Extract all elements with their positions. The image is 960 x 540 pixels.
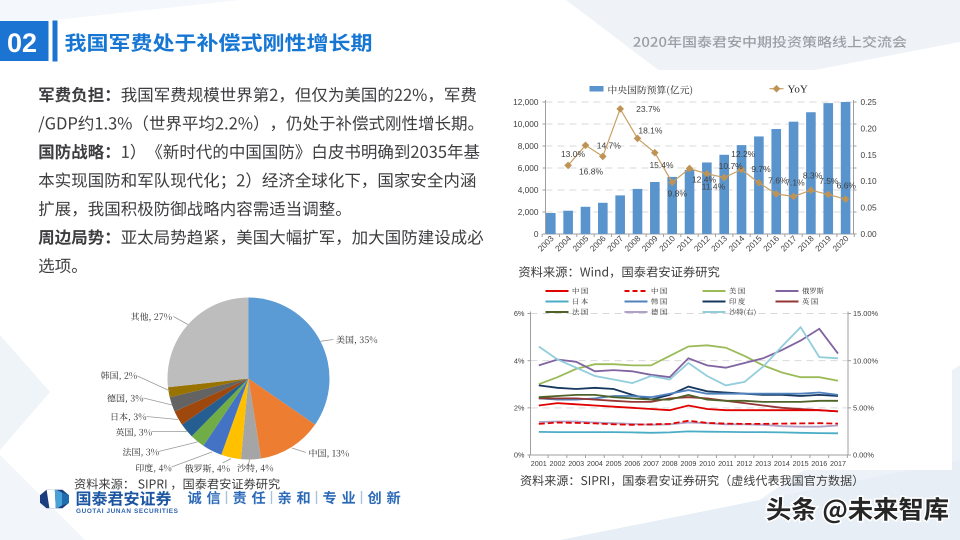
svg-text:10.7%: 10.7% [719,161,744,171]
svg-text:10,000: 10,000 [513,119,539,129]
svg-text:2004: 2004 [587,459,603,468]
svg-text:2014: 2014 [774,459,790,468]
svg-text:10.00%: 10.00% [853,356,878,365]
svg-text:12.2%: 12.2% [731,149,756,159]
svg-text:2011: 2011 [718,459,733,468]
svg-text:0.00%: 0.00% [853,451,874,460]
svg-text:2%: 2% [514,404,525,413]
svg-text:0.25: 0.25 [861,97,878,107]
svg-text:6.6%: 6.6% [837,181,857,191]
svg-text:7.6%: 7.6% [768,176,788,186]
svg-text:2012: 2012 [737,459,753,468]
svg-text:4%: 4% [514,356,525,365]
svg-text:2013: 2013 [755,459,771,468]
svg-text:2007: 2007 [643,459,659,468]
svg-text:2005: 2005 [606,459,622,468]
svg-text:GUOTAI JUNAN SECURITIES: GUOTAI JUNAN SECURITIES [76,508,179,515]
svg-text:2015: 2015 [793,459,809,468]
svg-text:15.00%: 15.00% [853,309,878,318]
svg-text:15.4%: 15.4% [649,160,674,170]
svg-text:11.4%: 11.4% [702,182,726,192]
svg-text:2,000: 2,000 [518,207,539,217]
svg-text:6%: 6% [514,309,525,318]
svg-text:02: 02 [7,28,37,58]
svg-text:13.0%: 13.0% [561,149,586,159]
svg-text:12.4%: 12.4% [692,174,717,184]
svg-text:8.3%: 8.3% [803,171,823,181]
svg-text:4,000: 4,000 [518,185,539,195]
svg-text:2008: 2008 [662,459,678,468]
svg-text:16.8%: 16.8% [579,167,604,177]
svg-text:12,000: 12,000 [513,97,539,107]
svg-text:0.05: 0.05 [861,203,878,213]
svg-text:8,000: 8,000 [518,141,539,151]
svg-text:0.15: 0.15 [861,150,878,160]
svg-text:2002: 2002 [550,459,566,468]
svg-text:9.7%: 9.7% [751,164,771,174]
svg-text:0.00: 0.00 [861,229,878,239]
svg-text:18.1%: 18.1% [638,126,663,136]
svg-text:0: 0 [534,229,539,239]
svg-text:14.7%: 14.7% [597,141,622,151]
svg-text:9.8%: 9.8% [668,189,688,199]
svg-text:7.5%: 7.5% [819,176,839,186]
svg-text:0.10: 0.10 [861,176,878,186]
svg-text:2003: 2003 [568,459,584,468]
svg-text:2016: 2016 [811,459,827,468]
svg-text:7.1%: 7.1% [785,177,805,187]
svg-text:2017: 2017 [830,459,846,468]
svg-text:2009: 2009 [680,459,696,468]
svg-text:2001: 2001 [531,459,547,468]
svg-text:0.20: 0.20 [861,123,878,133]
svg-text:2006: 2006 [624,459,640,468]
svg-text:2010: 2010 [699,459,715,468]
svg-text:5.00%: 5.00% [853,404,874,413]
svg-text:6,000: 6,000 [518,163,539,173]
svg-text:0%: 0% [514,451,525,460]
svg-text:YoY: YoY [788,83,808,95]
svg-text:23.7%: 23.7% [636,104,661,114]
